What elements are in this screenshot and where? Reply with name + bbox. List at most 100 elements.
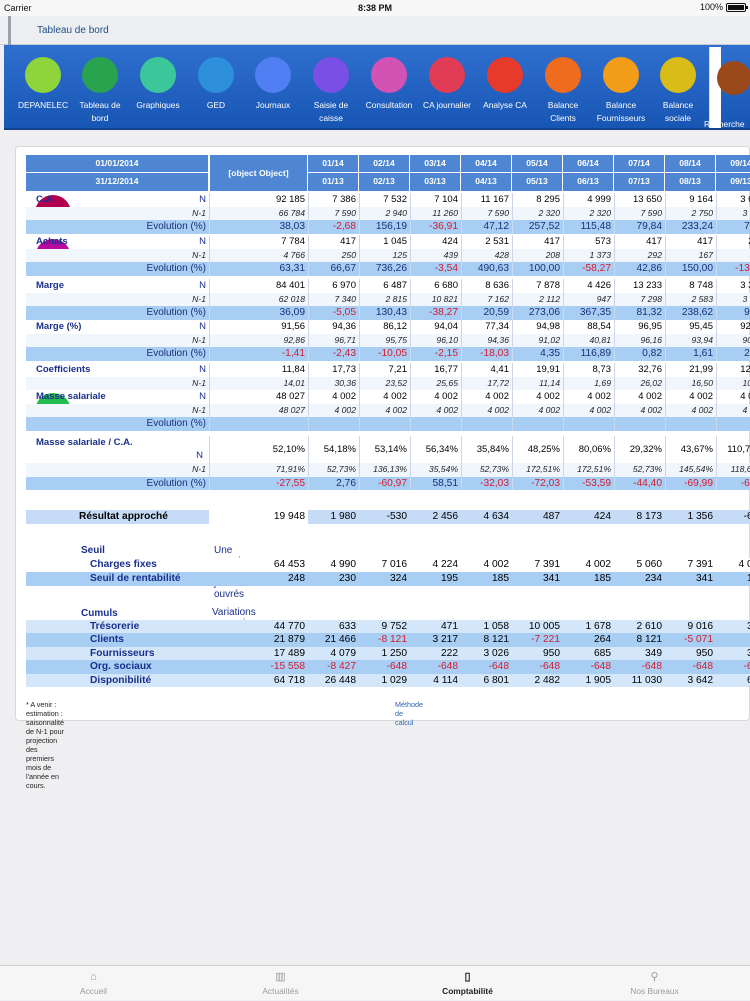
cell: 424 — [410, 235, 461, 249]
app-icon — [429, 57, 465, 93]
cell — [716, 633, 750, 647]
app-analyse-ca[interactable]: Analyse CA — [476, 45, 534, 130]
cell: 490,63 — [461, 262, 512, 276]
cell: 21 466 — [324, 634, 356, 646]
cell: 4 990 — [330, 559, 357, 570]
cell: 367,35 — [563, 306, 614, 320]
cell: 48,25% — [512, 436, 563, 463]
cell: 6 680 — [410, 279, 461, 293]
cell: -10,05 — [359, 347, 410, 361]
news-icon: ▥ — [275, 971, 286, 983]
cell: 96,95 — [614, 320, 665, 334]
app-saisie-de-caisse[interactable]: Saisie de caisse — [302, 45, 360, 130]
cell: 11,84 — [209, 363, 308, 377]
cell: 487 — [543, 511, 560, 522]
cell: 428 — [461, 248, 512, 262]
metric-row-n: Masse salariale / C.A. N 52,10% 54,18% 53,14… — [26, 436, 750, 463]
cell: -13,76 — [716, 262, 750, 276]
footnote: * A venir : estimation : saisonnalité de… — [26, 700, 64, 790]
label-n: N — [199, 280, 206, 291]
cell: 2 112 — [512, 292, 563, 306]
label-evolution: Evolution (%) — [146, 348, 206, 359]
cell: 9 164 — [665, 193, 716, 207]
app-ca-journalier[interactable]: CA journalier — [418, 45, 476, 130]
cell: 150,00 — [665, 262, 716, 276]
cell: 100,00 — [512, 262, 563, 276]
app-recherche[interactable]: Recherche — [704, 45, 750, 130]
cell: 42,86 — [614, 262, 665, 276]
tab-comptabilit-[interactable]: ▯ Comptabilité — [374, 966, 561, 1001]
app-balance-clients[interactable]: Balance Clients — [534, 45, 592, 130]
cell: 25,65 — [410, 376, 461, 390]
cell: 56,34% — [410, 436, 461, 463]
cell: 2 583 — [665, 292, 716, 306]
cell: -15 558 — [270, 661, 305, 673]
cell: 48 027 — [209, 403, 308, 417]
cell: 3 217 — [432, 634, 459, 646]
table-header-n: 01/01/2014 01/14 02/14 03/14 04/14 05/14 06/14… — [26, 155, 750, 173]
cell: 91,56 — [209, 320, 308, 334]
tab-nos-bureaux[interactable]: ⚲ Nos Bureaux — [561, 966, 748, 1001]
app-balance-sociale[interactable]: Balance sociale — [649, 45, 707, 130]
cell: 79,84 — [614, 220, 665, 234]
cell: 8 636 — [461, 279, 512, 293]
cell: 130,43 — [359, 306, 410, 320]
cell: 349 — [645, 647, 662, 659]
table-header-n1: 31/12/2014 01/13 02/13 03/13 04/13 05/13 06/13… — [26, 173, 750, 191]
cell: 10 005 — [528, 621, 560, 632]
app-balance-fournisseurs[interactable]: Balance Fournisseurs — [592, 45, 650, 130]
app-ged[interactable]: GED — [187, 45, 245, 130]
app-graphiques[interactable]: Graphiques — [129, 45, 187, 130]
label-n1: N-1 — [192, 249, 206, 260]
cell: 4 002 — [461, 390, 512, 404]
metric-row-evolution: Evolution (%) 38,03 -2,68 156,19 -36,91 47,12… — [26, 220, 750, 234]
cell: 96,16 — [614, 333, 665, 347]
cell: -53,59 — [563, 476, 614, 490]
app-consultation[interactable]: Consultation — [360, 45, 418, 130]
cell: 94,98 — [512, 320, 563, 334]
cell: -36,91 — [410, 220, 461, 234]
cell — [410, 417, 461, 431]
month-header-n: 06/14 — [563, 155, 614, 172]
cell: 92,18 — [716, 320, 750, 334]
cell: 7,18 — [716, 220, 750, 234]
battery-icon — [726, 2, 748, 12]
app-icon — [82, 57, 118, 93]
cell: 52,73% — [308, 463, 359, 477]
cell: 7 878 — [512, 279, 563, 293]
cell: -5,05 — [308, 306, 359, 320]
cell: 6 970 — [308, 279, 359, 293]
app-tableau-de-bord[interactable]: Tableau de bord — [71, 45, 129, 130]
metric-name: Marge (%) — [36, 321, 82, 332]
metric-row-evolution: Evolution (%) -1,41 -2,43 -10,05 -2,15 -18,03… — [26, 347, 750, 361]
metric-row-n: Marge (%) N 91,56 94,36 86,12 94,04 77,34 94,98… — [26, 320, 750, 334]
cell: 1 045 — [359, 235, 410, 249]
app-journaux[interactable]: Journaux — [244, 45, 302, 130]
cell: 7,21 — [359, 363, 410, 377]
metric-row-n1: N-1 66 784 7 590 2 940 11 260 7 590 2 320 2 320… — [26, 206, 750, 220]
label-n1: N-1 — [192, 404, 206, 415]
cell: 4 002 — [410, 390, 461, 404]
label-evolution: Evolution (%) — [146, 221, 206, 232]
cumuls-row: Org. sociaux -15 558 -8 427 -648 -648 -648 -64… — [26, 660, 750, 674]
cell: 273,06 — [512, 306, 563, 320]
label-n1: N-1 — [192, 334, 206, 345]
cell: 32,76 — [614, 363, 665, 377]
app-depanelec[interactable]: DEPANELEC — [14, 45, 72, 130]
cell: 264 — [594, 634, 611, 646]
tab-accueil[interactable]: ⌂ Accueil — [0, 966, 187, 1001]
cell: 64 453 — [273, 559, 305, 570]
cell: 10,29 — [716, 376, 750, 390]
battery-percent: 100% — [699, 2, 723, 12]
cell: 1,61 — [665, 347, 716, 361]
tab-actualit-s[interactable]: ▥ Actualités — [187, 966, 374, 1001]
cell: -648 — [641, 661, 662, 673]
methode-de-calcul-link[interactable]: Méthode de calcul — [395, 700, 423, 727]
cell: -648 — [692, 661, 713, 673]
carrier-label: Carrier — [4, 3, 32, 13]
cell: 4 002 — [410, 403, 461, 417]
cell: 7 532 — [359, 193, 410, 207]
cumuls-header: [object Object] — [209, 155, 308, 191]
label-evolution: Evolution (%) — [146, 418, 206, 429]
cell: 1 373 — [563, 248, 614, 262]
